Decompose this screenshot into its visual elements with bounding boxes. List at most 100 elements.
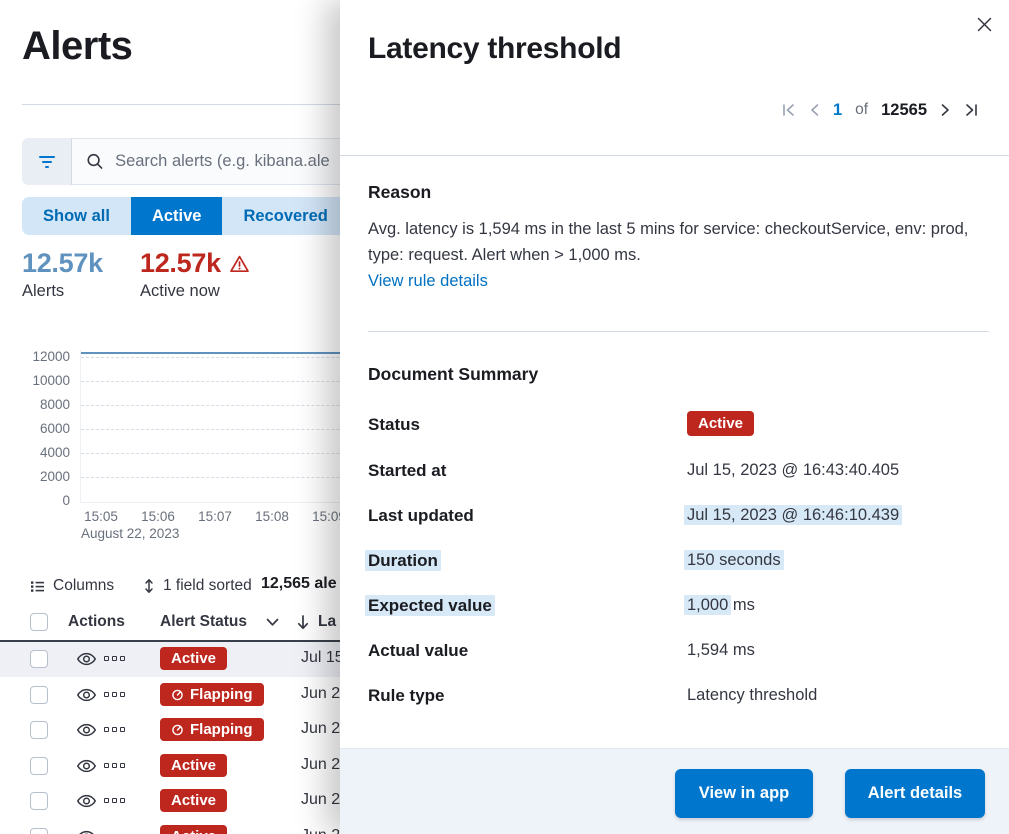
sort-desc-icon	[297, 615, 309, 630]
summary-value: Jul 15, 2023 @ 16:43:40.405	[687, 461, 900, 479]
columns-icon	[31, 580, 44, 592]
summary-label: Started at	[368, 461, 447, 480]
view-in-app-button[interactable]: View in app	[675, 769, 813, 818]
row-checkbox[interactable]	[30, 686, 48, 704]
filter-show-all[interactable]: Show all	[22, 197, 131, 235]
summary-row-rule-type: Rule type Latency threshold	[368, 686, 989, 712]
view-details-icon[interactable]	[76, 827, 97, 834]
close-flyout-button[interactable]	[970, 10, 998, 38]
summary-label: Actual value	[368, 641, 469, 660]
alert-details-button[interactable]: Alert details	[845, 769, 985, 818]
row-date: Jun 2	[301, 791, 341, 808]
y-tick: 4000	[39, 445, 70, 460]
status-badge: Active	[160, 647, 228, 670]
total-pages: 12565	[881, 100, 927, 119]
summary-value: Jul 15, 2023 @ 16:46:10.439	[684, 505, 903, 525]
summary-value: 1,000	[684, 595, 732, 615]
row-checkbox[interactable]	[30, 757, 48, 775]
row-date: Jun 2	[301, 720, 341, 737]
first-page-icon[interactable]	[781, 102, 796, 118]
search-icon	[87, 153, 103, 169]
x-tick: 15:06	[141, 509, 175, 524]
row-date: Jun 2	[301, 685, 341, 702]
more-actions-icon[interactable]	[104, 692, 125, 697]
more-actions-icon[interactable]	[104, 656, 125, 661]
document-summary-heading: Document Summary	[368, 364, 539, 384]
stat-active-label: Active now	[140, 282, 220, 300]
summary-row-expected-value: Expected value 1,000 ms	[365, 595, 989, 622]
view-details-icon[interactable]	[76, 756, 97, 776]
columns-button[interactable]: Columns	[30, 575, 114, 597]
summary-row-last-updated: Last updated Jul 15, 2023 @ 16:46:10.439	[368, 505, 989, 532]
sort-icon	[145, 579, 153, 593]
summary-row-actual-value: Actual value 1,594 ms	[368, 641, 989, 667]
x-tick: 15:09	[312, 509, 346, 524]
view-details-icon[interactable]	[76, 685, 97, 705]
summary-label: Duration	[365, 550, 441, 571]
row-date: Jun 2	[301, 827, 340, 834]
summary-value: 150 seconds	[684, 550, 784, 570]
chevron-down-icon[interactable]	[266, 618, 279, 627]
summary-label: Last updated	[368, 506, 474, 525]
summary-row-status: Status Active	[368, 411, 989, 441]
more-actions-icon[interactable]	[104, 798, 125, 803]
y-tick: 0	[62, 493, 70, 508]
stat-total-alerts: 12.57k Alerts	[22, 248, 103, 301]
filter-recovered[interactable]: Recovered	[222, 197, 349, 235]
row-checkbox[interactable]	[30, 650, 48, 668]
x-tick: 15:08	[255, 509, 289, 524]
stat-total-value: 12.57k	[22, 248, 103, 278]
previous-page-icon[interactable]	[809, 102, 820, 118]
stat-active-value: 12.57k	[140, 248, 221, 278]
y-tick: 6000	[39, 421, 70, 436]
stat-total-label: Alerts	[22, 282, 65, 300]
next-page-icon[interactable]	[940, 102, 951, 118]
sorted-button[interactable]: 1 field sorted	[143, 575, 252, 597]
flyout-header-divider	[340, 155, 1009, 156]
col-actions: Actions	[68, 613, 125, 630]
summary-value: Latency threshold	[687, 686, 818, 704]
x-tick: 15:07	[198, 509, 232, 524]
of-label: of	[855, 101, 869, 118]
row-date: Jul 15	[301, 649, 344, 666]
summary-label: Rule type	[368, 686, 445, 705]
last-page-icon[interactable]	[964, 102, 979, 118]
select-all-checkbox[interactable]	[30, 613, 48, 631]
summary-value: 1,594 ms	[687, 641, 755, 659]
view-details-icon[interactable]	[76, 649, 97, 669]
col-alert-status[interactable]: Alert Status	[160, 613, 247, 630]
row-checkbox[interactable]	[30, 792, 48, 810]
status-badge: Active	[687, 411, 755, 436]
status-badge: Active	[160, 825, 228, 834]
y-tick: 8000	[39, 397, 70, 412]
columns-label: Columns	[53, 577, 115, 594]
stat-active-now: 12.57k Active now	[140, 248, 250, 301]
col-last-updated[interactable]: La	[318, 613, 337, 630]
more-actions-icon[interactable]	[104, 763, 125, 768]
more-actions-icon[interactable]	[104, 727, 125, 732]
view-details-icon[interactable]	[76, 791, 97, 811]
y-tick: 12000	[32, 349, 70, 364]
y-tick: 10000	[32, 373, 70, 388]
view-rule-details-link[interactable]: View rule details	[368, 272, 488, 290]
row-checkbox[interactable]	[30, 828, 48, 834]
sorted-label: 1 field sorted	[163, 577, 252, 594]
status-badge: Flapping	[160, 718, 264, 741]
view-details-icon[interactable]	[76, 720, 97, 740]
section-divider	[368, 331, 989, 332]
reason-text: Avg. latency is 1,594 ms in the last 5 m…	[368, 220, 969, 264]
flyout-footer: View in app Alert details	[340, 748, 1009, 834]
current-page: 1	[832, 100, 843, 119]
row-date: Jun 2	[301, 756, 341, 773]
status-badge: Flapping	[160, 683, 264, 706]
filter-button[interactable]	[22, 138, 72, 185]
reason-heading: Reason	[368, 182, 432, 202]
filter-active[interactable]: Active	[130, 197, 223, 235]
close-icon	[977, 17, 991, 31]
filter-icon	[38, 155, 55, 168]
status-badge: Active	[160, 754, 228, 777]
row-checkbox[interactable]	[30, 721, 48, 739]
status-filter-group: Show all Active Recovered	[22, 197, 349, 235]
alert-detail-flyout: Latency threshold 1 of 12565 Reason Avg.…	[340, 0, 1009, 834]
